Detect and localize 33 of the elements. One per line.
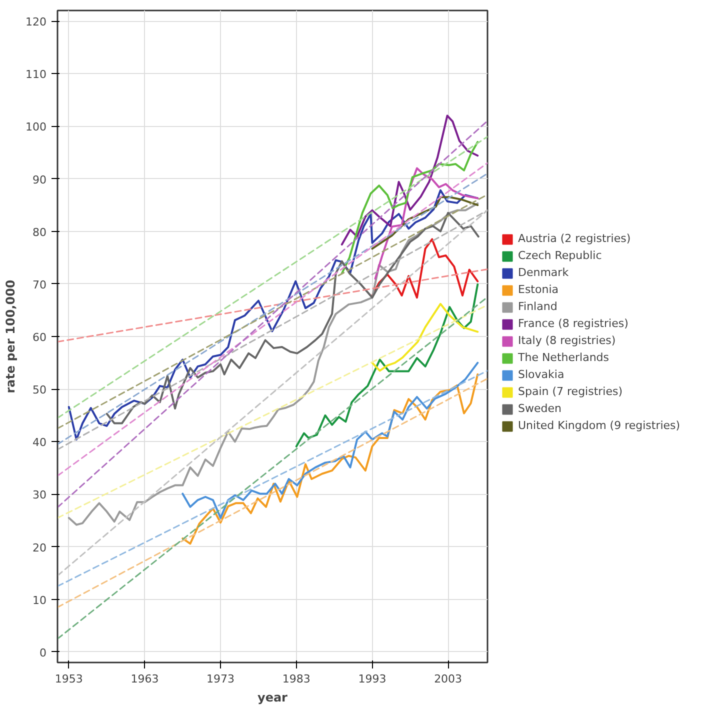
y-tick-label: 60	[32, 331, 47, 344]
y-tick-label: 110	[26, 68, 47, 82]
legend-label: United Kingdom (9 registries)	[518, 419, 680, 432]
legend-label: Italy (8 registries)	[518, 334, 616, 347]
x-tick-label: 1953	[54, 672, 83, 686]
legend-label: Slovakia	[518, 368, 564, 381]
x-tick-label: 1993	[358, 672, 386, 686]
y-tick-label: 90	[32, 173, 47, 186]
y-tick-label: 80	[32, 226, 47, 239]
legend-label: Finland	[518, 300, 558, 313]
legend-label: France (8 registries)	[518, 317, 628, 330]
x-tick-label: 1983	[282, 672, 310, 686]
x-tick-label: 1963	[130, 672, 159, 686]
y-tick-label: 100	[26, 120, 47, 134]
y-tick-label: 20	[32, 541, 47, 554]
legend-label: Sweden	[518, 402, 562, 415]
legend-label: Spain (7 registries)	[518, 385, 623, 398]
y-axis-title: rate per 100,000	[4, 280, 18, 394]
legend-label: Czech Republic	[518, 249, 602, 262]
legend-label: Denmark	[518, 266, 569, 279]
legend-label: Austria (2 registries)	[518, 232, 631, 245]
y-tick-label: 40	[32, 436, 47, 450]
y-tick-label: 30	[32, 488, 47, 502]
legend-label: Estonia	[518, 283, 558, 296]
y-tick-label: 10	[32, 594, 47, 607]
legend-label: The Netherlands	[518, 351, 610, 364]
x-axis-title: year	[258, 690, 288, 704]
y-tick-label: 50	[32, 384, 47, 397]
y-tick-label: 120	[26, 16, 47, 29]
x-tick-label: 2003	[434, 672, 462, 686]
y-tick-label: 0	[40, 646, 46, 660]
y-tick-label: 70	[32, 278, 47, 292]
x-tick-label: 1973	[206, 672, 235, 686]
